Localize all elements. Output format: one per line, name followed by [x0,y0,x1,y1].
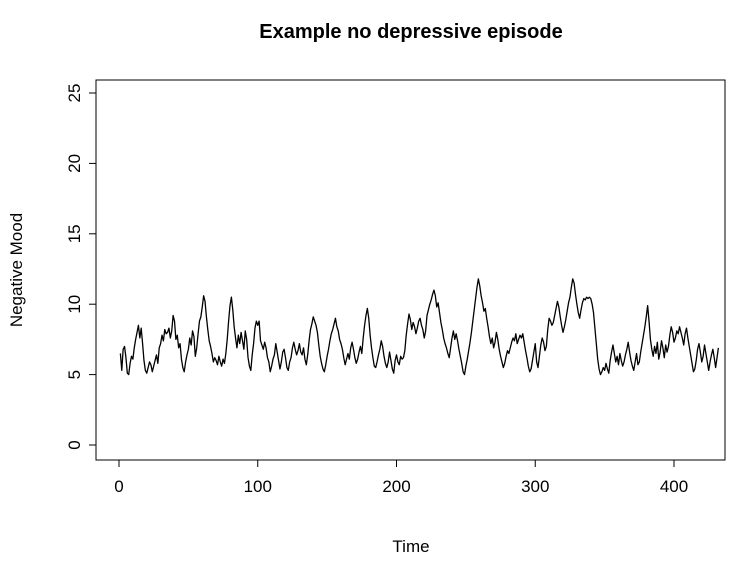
y-tick-label: 0 [65,440,84,449]
x-tick-label: 100 [244,477,272,496]
y-tick-label: 25 [65,84,84,103]
x-tick-label: 200 [382,477,410,496]
y-tick-label: 10 [65,295,84,314]
x-axis-label: Time [392,537,429,556]
y-axis: 0 5 10 15 20 25 [65,84,97,450]
x-tick-label: 0 [114,477,123,496]
chart-title: Example no depressive episode [259,21,562,43]
y-axis-label: Negative Mood [7,213,26,327]
series-line [119,278,720,376]
y-tick-label: 5 [65,370,84,379]
plot-frame [95,79,726,461]
y-tick-label: 20 [65,154,84,173]
x-tick-label: 400 [660,477,688,496]
y-tick-label: 15 [65,224,84,243]
x-tick-label: 300 [521,477,549,496]
x-axis: 0 100 200 300 400 [114,459,688,496]
